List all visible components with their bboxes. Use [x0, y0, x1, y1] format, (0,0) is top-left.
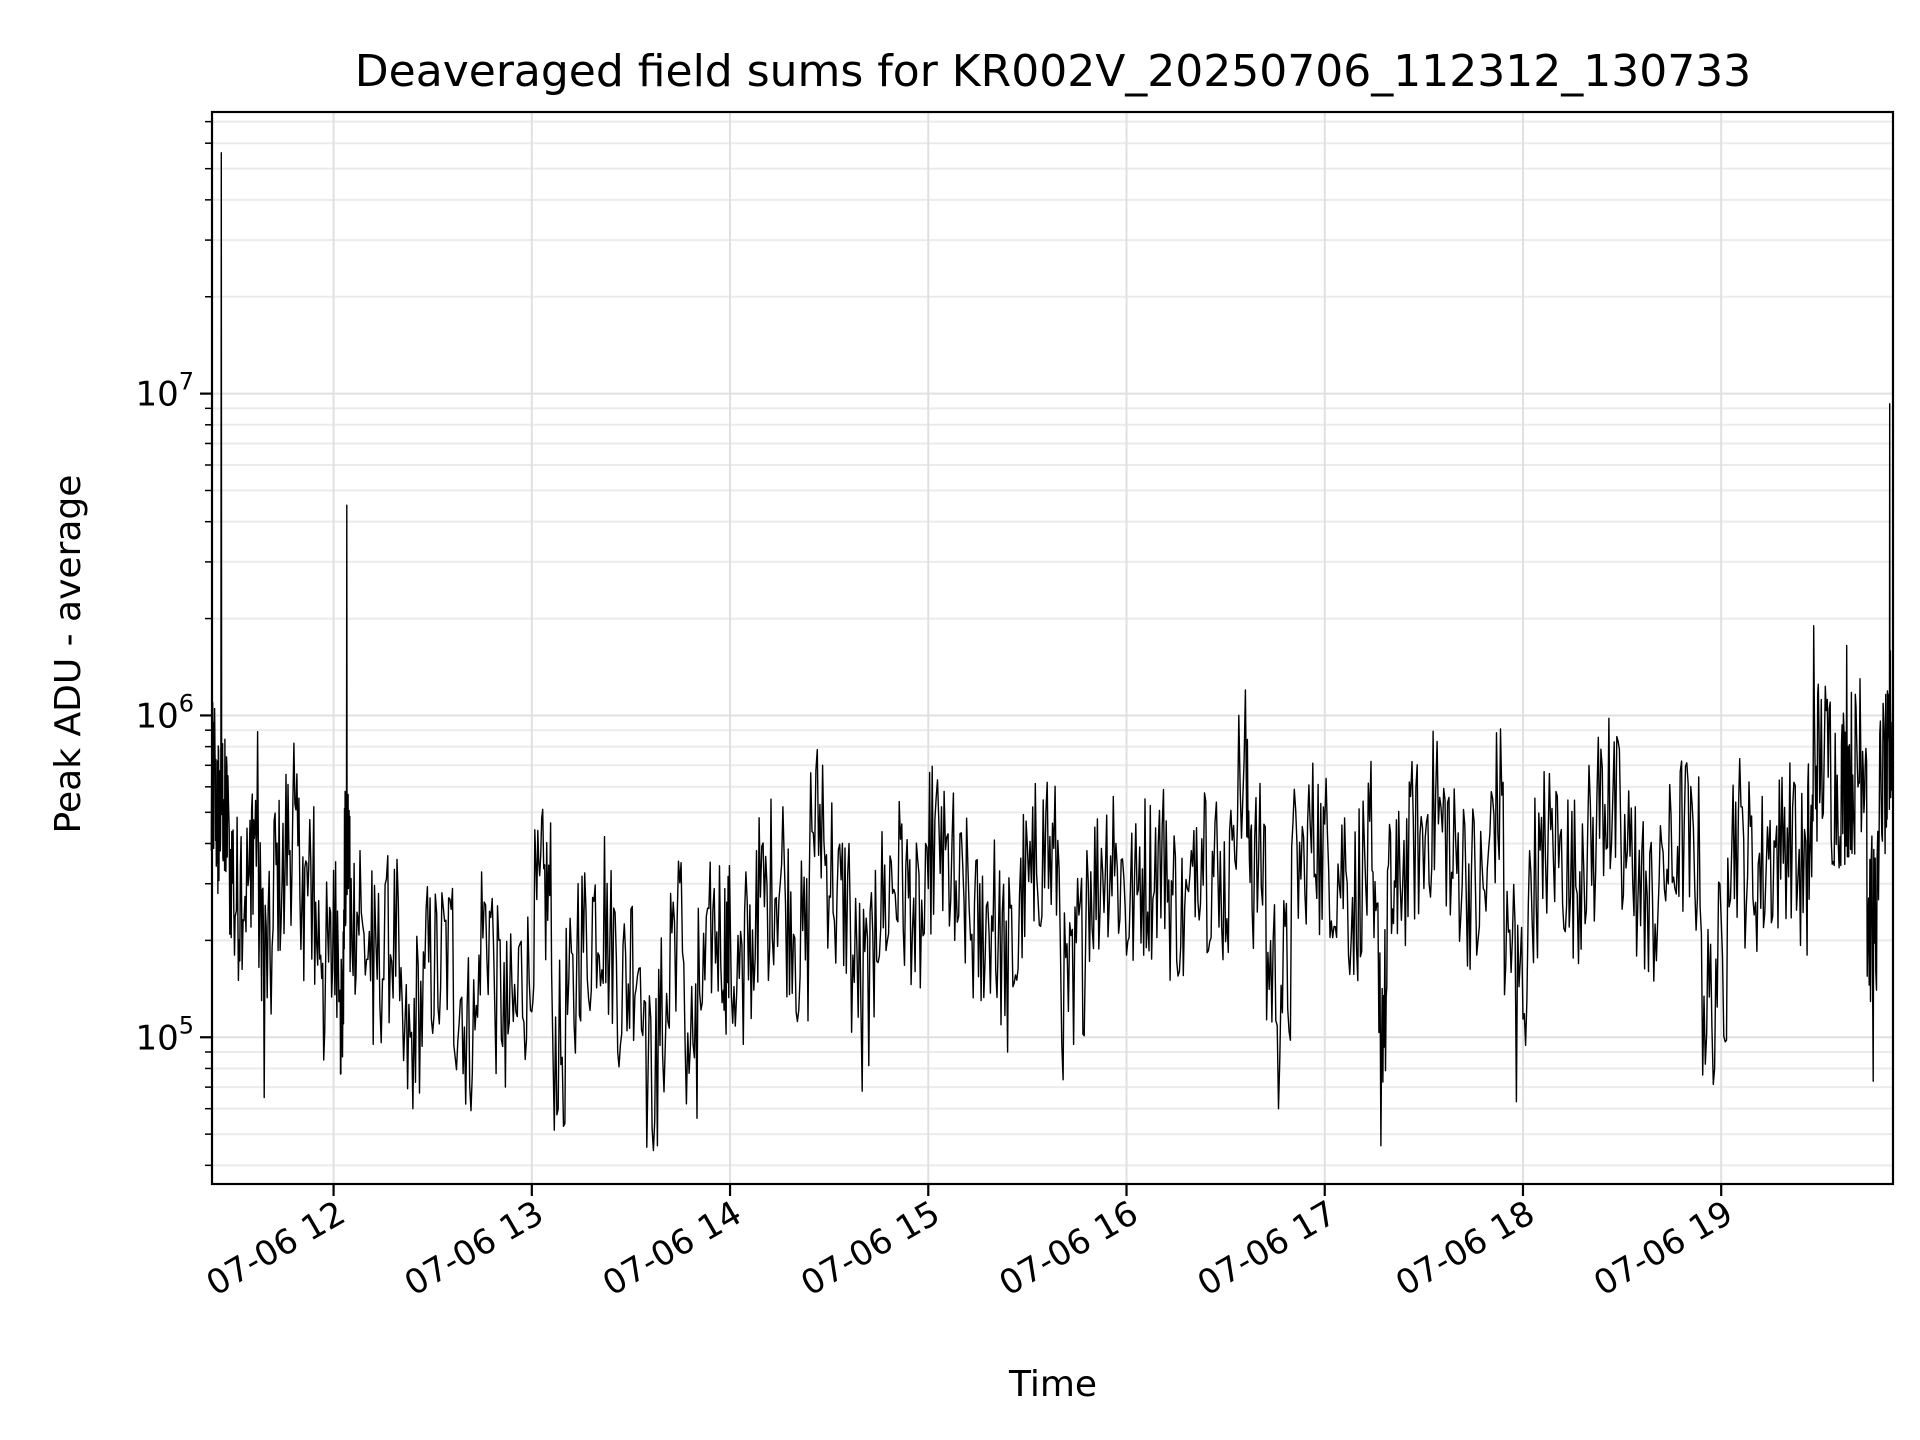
series-line [210, 152, 1894, 1152]
chart-title: Deaveraged field sums for KR002V_2025070… [355, 46, 1751, 97]
x-tick-label: 07-06 19 [1587, 1193, 1739, 1304]
y-axis: 105 106 107 [135, 120, 212, 1167]
y-axis-label: Peak ADU - average [48, 475, 89, 834]
x-tick-label: 07-06 16 [993, 1193, 1145, 1304]
x-axis: 07-06 12 07-06 13 07-06 14 07-06 15 07-06 16… [200, 1184, 1740, 1304]
y-tick-label: 106 [135, 689, 194, 736]
x-axis-label: Time [1008, 1364, 1097, 1405]
x-tick-label: 07-06 12 [200, 1193, 352, 1304]
plot-frame [210, 110, 1895, 1186]
grid [212, 112, 1893, 1184]
x-tick-label: 07-06 13 [398, 1193, 550, 1304]
x-tick-label: 07-06 18 [1389, 1193, 1541, 1304]
x-tick-label: 07-06 17 [1191, 1193, 1343, 1304]
x-tick-label: 07-06 15 [794, 1193, 946, 1304]
x-tick-label: 07-06 14 [596, 1193, 748, 1304]
y-tick-label: 105 [135, 1011, 194, 1058]
y-tick-label: 107 [135, 368, 194, 415]
